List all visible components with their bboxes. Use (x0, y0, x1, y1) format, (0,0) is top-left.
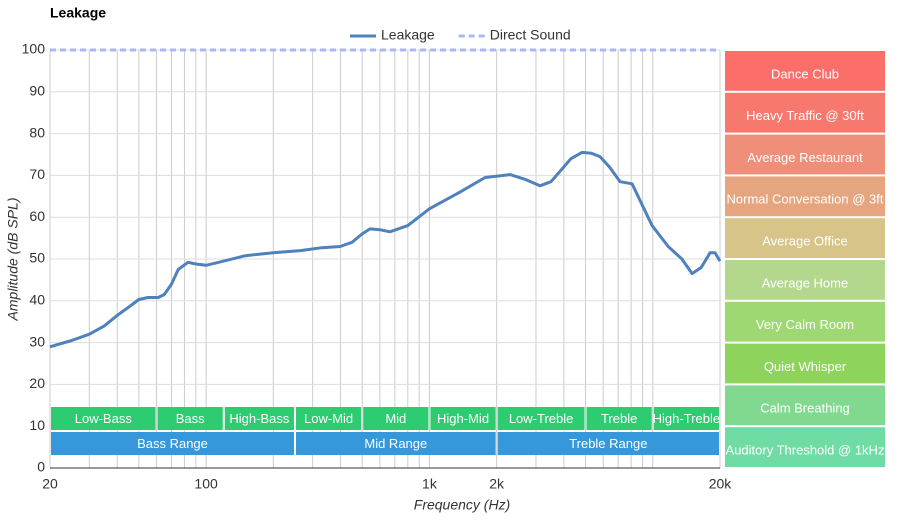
frequency-band-label: Low-Mid (304, 411, 353, 426)
x-axis-title: Frequency (Hz) (414, 497, 510, 513)
x-tick-label: 100 (194, 476, 218, 492)
reference-level-label: Very Calm Room (756, 317, 854, 332)
legend-label: Direct Sound (490, 27, 571, 43)
y-tick-label: 20 (29, 375, 45, 391)
reference-level (725, 51, 885, 91)
frequency-range (295, 432, 496, 455)
frequency-band (586, 407, 652, 430)
frequency-band (295, 407, 362, 430)
frequency-band-label: Treble (601, 411, 637, 426)
reference-level-label: Average Office (762, 234, 848, 249)
chart-title: Leakage (50, 5, 106, 21)
y-tick-label: 60 (29, 208, 45, 224)
frequency-band (51, 407, 156, 430)
reference-level-label: Average Home (762, 275, 848, 290)
frequency-band (653, 407, 719, 430)
frequency-band-label: High-Mid (437, 411, 489, 426)
x-tick-label: 2k (489, 476, 505, 492)
legend-label: Leakage (381, 27, 435, 43)
x-tick-label: 20k (709, 476, 733, 492)
reference-level-label: Dance Club (771, 66, 839, 81)
y-tick-label: 70 (29, 166, 45, 182)
y-tick-label: 90 (29, 83, 45, 99)
frequency-range-label: Bass Range (137, 436, 208, 451)
reference-level (725, 92, 885, 133)
frequency-band (363, 407, 429, 430)
reference-level-label: Calm Breathing (760, 401, 850, 416)
reference-level (725, 343, 885, 384)
reference-level-label: Auditory Threshold @ 1kHz (726, 443, 885, 458)
frequency-band (497, 407, 585, 430)
reference-level (725, 134, 885, 175)
frequency-range (51, 432, 294, 455)
frequency-band-label: High-Bass (229, 411, 289, 426)
y-tick-label: 0 (37, 459, 45, 475)
reference-level-label: Quiet Whisper (764, 359, 847, 374)
frequency-band (430, 407, 496, 430)
frequency-band-label: Low-Bass (75, 411, 133, 426)
y-tick-label: 10 (29, 417, 45, 433)
x-tick-label: 20 (42, 476, 58, 492)
series-line (49, 150, 722, 349)
y-tick-label: 80 (29, 124, 45, 140)
frequency-band-label: Bass (176, 411, 205, 426)
y-axis-title: Amplitude (dB SPL) (5, 198, 21, 322)
frequency-band (157, 407, 223, 430)
reference-level (725, 427, 885, 467)
reference-level (725, 176, 885, 217)
reference-level (725, 385, 885, 426)
y-tick-label: 50 (29, 250, 45, 266)
frequency-band-label: Low-Treble (509, 411, 574, 426)
frequency-range (497, 432, 719, 455)
reference-level (725, 260, 885, 300)
y-tick-label: 40 (29, 292, 45, 308)
y-tick-label: 100 (22, 41, 46, 57)
reference-level-label: Normal Conversation @ 3ft (727, 192, 884, 207)
frequency-band-label: Mid (385, 411, 406, 426)
frequency-band (224, 407, 294, 430)
reference-level-label: Heavy Traffic @ 30ft (746, 108, 864, 123)
reference-level (725, 301, 885, 342)
frequency-band-label: High-Treble (653, 411, 720, 426)
reference-level (725, 218, 885, 258)
y-tick-label: 30 (29, 333, 45, 349)
reference-level-label: Average Restaurant (747, 150, 863, 165)
frequency-range-label: Treble Range (569, 436, 647, 451)
x-tick-label: 1k (422, 476, 438, 492)
frequency-range-label: Mid Range (364, 436, 427, 451)
